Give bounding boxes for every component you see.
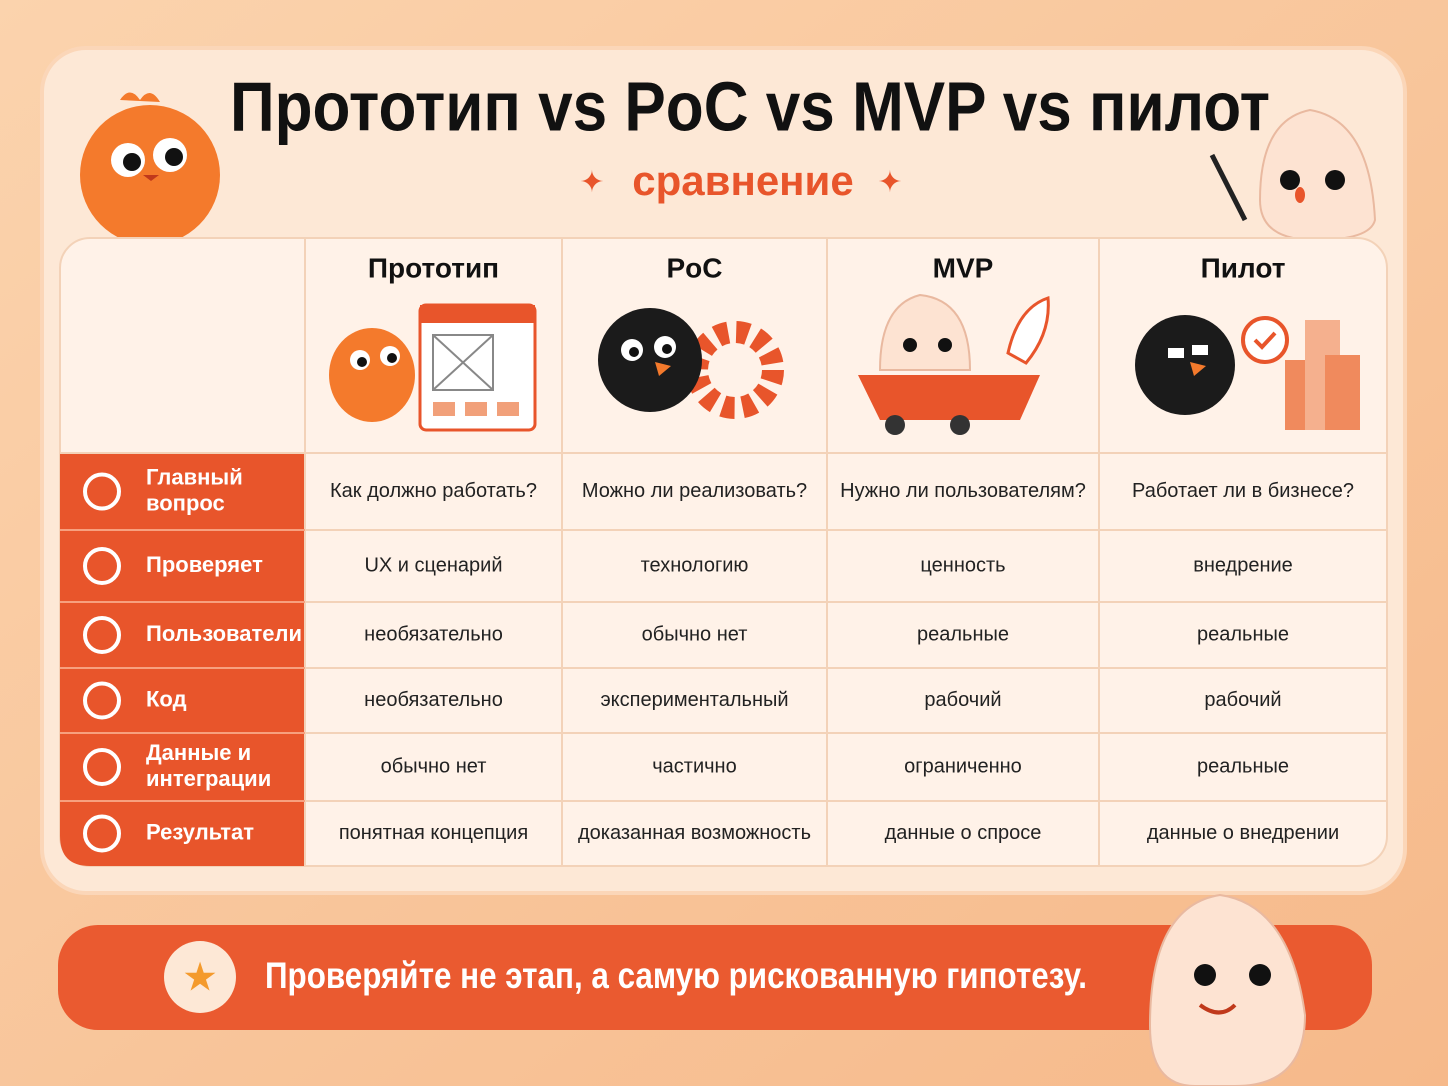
table-cell: экспериментальный (600, 689, 788, 711)
label-column (60, 453, 305, 866)
row-icon (83, 748, 121, 786)
table-cell: технологию (641, 554, 749, 576)
row-icon (83, 547, 121, 585)
column-header: MVP (933, 252, 994, 283)
title: Прототип vs PoC vs MVP vs пилот (230, 67, 1270, 145)
star-badge (164, 941, 236, 1013)
row-label: Пользователи (146, 621, 302, 646)
table-cell: Нужно ли пользователям? (840, 480, 1086, 502)
table-cell: Работает ли в бизнесе? (1132, 480, 1354, 502)
table-cell: ценность (920, 554, 1005, 576)
star-icon: ★ (182, 956, 218, 1000)
row-label: Данные и интеграции (146, 740, 271, 791)
table-cell: необязательно (364, 689, 503, 711)
table-cell: ограниченно (904, 755, 1022, 777)
subtitle: сравнение (632, 157, 853, 204)
column-header: Пилот (1201, 252, 1286, 283)
sparkle: ✦ (579, 166, 604, 199)
table-cell: частично (652, 755, 736, 777)
table-cell: рабочий (1204, 689, 1281, 711)
table-cell: Как должно работать? (330, 480, 537, 502)
prototype-illustration (329, 303, 537, 432)
poc-illustration (598, 308, 784, 419)
table-cell: обычно нет (381, 755, 487, 777)
table-cell: реальные (1197, 755, 1289, 777)
table-cell: обычно нет (642, 623, 748, 645)
pilot-illustration (1135, 315, 1360, 430)
row-icon (83, 472, 121, 511)
row-label: Код (146, 686, 187, 711)
table-cell: данные о внедрении (1147, 822, 1339, 844)
row-label: Результат (146, 819, 254, 844)
footer-banner (58, 925, 1372, 1030)
table-cell: реальные (917, 623, 1009, 645)
table-cell: реальные (1197, 623, 1289, 645)
sparkle: ✦ (877, 166, 902, 199)
table-cell: UX и сценарий (364, 554, 502, 576)
table-cell: внедрение (1193, 554, 1293, 576)
table-cell: данные о спросе (885, 822, 1042, 844)
row-label: Проверяет (146, 552, 263, 577)
footer-text: Проверяйте не этап, а самую рискованную … (265, 955, 1087, 996)
mvp-illustration (858, 293, 1050, 435)
egg-mascot (1209, 108, 1377, 242)
table-body: Прототип PoC MVP Пилот Главный вопрос Как долж… (60, 238, 1387, 866)
table-cell: необязательно (364, 623, 503, 645)
row-icon (83, 616, 121, 654)
orange-chick (80, 92, 220, 251)
column-header: PoC (667, 252, 723, 283)
table-cell: рабочий (924, 689, 1001, 711)
column-header: Прототип (368, 252, 499, 283)
row-icon (83, 814, 121, 853)
row-icon (83, 681, 121, 720)
table-cell: доказанная возможность (578, 822, 811, 844)
table-cell: понятная концепция (339, 822, 528, 844)
table-cell: Можно ли реализовать? (582, 480, 807, 502)
row-label: Главный вопрос (146, 464, 243, 515)
